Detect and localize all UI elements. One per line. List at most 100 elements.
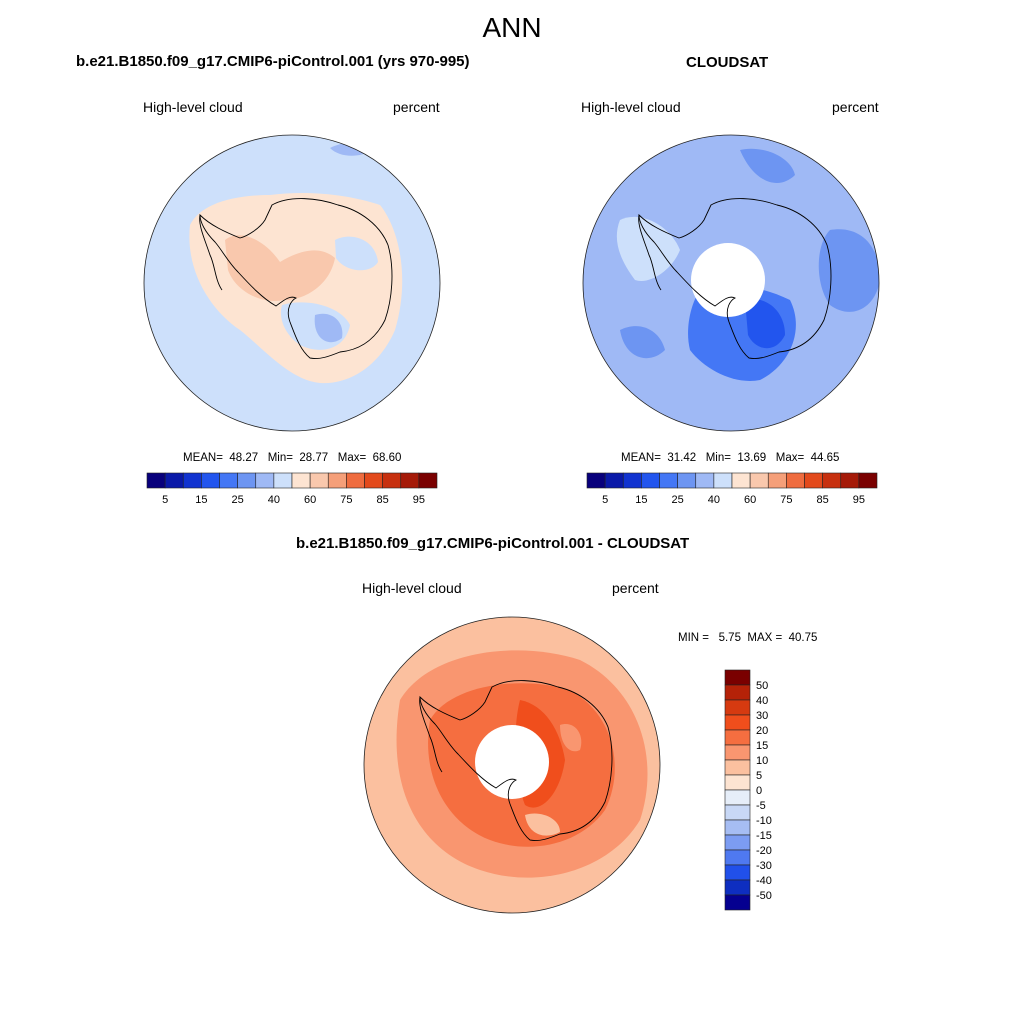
panel3-peninsula-coast: [419, 696, 443, 773]
colorbar-swatch: [146, 472, 166, 489]
panel1-mean-label: MEAN=: [183, 452, 223, 464]
panel1-title: b.e21.B1850.f09_g17.CMIP6-piControl.001 …: [76, 53, 470, 70]
colorbar-tick-label: 10: [756, 755, 768, 767]
colorbar-swatch: [677, 472, 697, 489]
colorbar-tick-label: 85: [377, 494, 389, 506]
colorbar-tick-label: 95: [413, 494, 425, 506]
colorbar-swatch: [724, 759, 751, 776]
panel2-map: [582, 134, 880, 432]
panel3-title: b.e21.B1850.f09_g17.CMIP6-piControl.001 …: [296, 535, 690, 552]
panel1-field-east-low: [335, 236, 378, 271]
colorbar-tick-label: 95: [853, 494, 865, 506]
panel2-variable-label: High-level cloud: [581, 99, 681, 115]
colorbar-swatch: [724, 819, 751, 836]
colorbar-tick-label: 75: [780, 494, 792, 506]
panel3-polar-gap: [475, 725, 549, 799]
colorbar-swatch: [858, 472, 878, 489]
panel1-field-high: [225, 235, 335, 301]
colorbar-swatch: [713, 472, 733, 489]
panel1-min-value: 28.77: [299, 452, 329, 464]
colorbar-swatch: [237, 472, 257, 489]
panel2-field-north-patch: [740, 148, 795, 183]
panel3-max-value: 40.75: [788, 632, 818, 644]
colorbar-tick-label: 0: [756, 785, 762, 797]
figure-title: ANN: [482, 12, 542, 43]
panel1-variable-label: High-level cloud: [143, 99, 243, 115]
colorbar-swatch: [309, 472, 329, 489]
colorbar-tick-label: 30: [756, 710, 768, 722]
colorbar-swatch: [724, 804, 751, 821]
panel2-mean-value: 31.42: [667, 452, 697, 464]
colorbar-swatch: [724, 834, 751, 851]
colorbar-swatch: [767, 472, 787, 489]
panel1-max-label: Max=: [337, 452, 367, 464]
colorbar-tick-label: -30: [756, 860, 772, 872]
panel2-min-label: Min=: [705, 452, 731, 464]
panel1-field-ross-lower: [314, 313, 343, 343]
colorbar-swatch: [786, 472, 805, 489]
panel3-field-dip: [560, 724, 582, 752]
colorbar-swatch: [418, 472, 438, 489]
colorbar-tick-label: 20: [756, 725, 768, 737]
colorbar-tick-label: 15: [756, 740, 768, 752]
colorbar-tick-label: -50: [756, 890, 772, 902]
panel3-map-border: [363, 616, 661, 914]
colorbar-swatch: [731, 472, 751, 489]
colorbar-swatch: [382, 472, 402, 489]
panel1-map: [143, 134, 441, 432]
panel2-mean-label: MEAN=: [621, 452, 661, 464]
colorbar-swatch: [724, 669, 751, 686]
panel2-max-value: 44.65: [810, 452, 840, 464]
colorbar-swatch: [622, 472, 642, 489]
panel2-colorbar: 5 15 25 40 60 75 85 95: [586, 472, 878, 506]
colorbar-tick-label: -10: [756, 815, 772, 827]
colorbar-swatch: [182, 472, 202, 489]
colorbar-swatch: [291, 472, 311, 489]
colorbar-swatch: [724, 699, 751, 716]
colorbar-swatch: [724, 894, 751, 911]
colorbar-tick-label: 40: [268, 494, 280, 506]
panel2-polar-gap: [691, 243, 765, 317]
panel3-min-label: MIN =: [678, 632, 709, 644]
panel2-peninsula-coast: [638, 214, 662, 291]
colorbar-swatch: [604, 472, 624, 489]
colorbar-tick-label: -15: [756, 830, 772, 842]
colorbar-tick-label: 40: [708, 494, 720, 506]
colorbar-tick-label: -5: [756, 800, 766, 812]
panel1-mean-value: 48.27: [229, 452, 259, 464]
colorbar-swatch: [219, 472, 238, 489]
colorbar-swatch: [201, 472, 220, 489]
colorbar-tick-label: 25: [232, 494, 244, 506]
colorbar-swatch: [273, 472, 293, 489]
colorbar-tick-label: 15: [195, 494, 207, 506]
colorbar-swatch: [749, 472, 769, 489]
colorbar-swatch: [724, 849, 751, 866]
panel3-max-label: MAX =: [747, 632, 783, 644]
panel2-field-ross-lower: [745, 299, 785, 349]
colorbar-tick-label: 50: [756, 680, 768, 692]
colorbar-swatch: [641, 472, 660, 489]
colorbar-tick-label: 5: [756, 770, 762, 782]
panel1-max-value: 68.60: [372, 452, 402, 464]
panel2-field-east-patch: [818, 229, 879, 312]
panel2-map-border: [582, 134, 880, 432]
colorbar-swatch: [364, 472, 383, 489]
colorbar-tick-label: -20: [756, 845, 772, 857]
colorbar-swatch: [822, 472, 842, 489]
colorbar-swatch: [327, 472, 347, 489]
colorbar-tick-label: -40: [756, 875, 772, 887]
panel2-max-label: Max=: [775, 452, 805, 464]
colorbar-swatch: [255, 472, 275, 489]
colorbar-swatch: [724, 684, 751, 701]
panel3-stats: MIN = 5.75 MAX = 40.75: [678, 632, 817, 644]
colorbar-tick-label: 5: [602, 494, 608, 506]
colorbar-swatch: [724, 864, 751, 881]
panel1-units-label: percent: [393, 99, 440, 115]
colorbar-swatch: [724, 744, 751, 761]
panel3-units-label: percent: [612, 580, 659, 596]
colorbar-swatch: [724, 789, 751, 806]
colorbar-tick-label: 60: [744, 494, 756, 506]
colorbar-tick-label: 40: [756, 695, 768, 707]
colorbar-tick-label: 25: [672, 494, 684, 506]
